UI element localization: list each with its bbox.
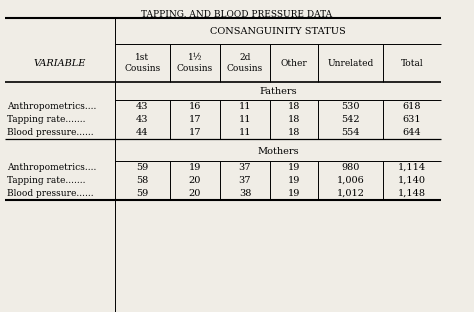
Text: Mothers: Mothers: [257, 148, 299, 157]
Text: 1,012: 1,012: [337, 189, 365, 198]
Text: 16: 16: [189, 102, 201, 111]
Text: 58: 58: [137, 176, 149, 185]
Text: 1,006: 1,006: [337, 176, 365, 185]
Text: 59: 59: [137, 189, 149, 198]
Text: 37: 37: [239, 163, 251, 172]
Text: 38: 38: [239, 189, 251, 198]
Text: 11: 11: [239, 128, 251, 137]
Text: 1½
Cousins: 1½ Cousins: [177, 53, 213, 73]
Text: 20: 20: [189, 176, 201, 185]
Text: Fathers: Fathers: [259, 86, 297, 95]
Text: VARIABLE: VARIABLE: [34, 59, 86, 67]
Text: Blood pressure......: Blood pressure......: [7, 128, 94, 137]
Text: 1st
Cousins: 1st Cousins: [124, 53, 161, 73]
Text: 1,140: 1,140: [398, 176, 426, 185]
Text: 618: 618: [403, 102, 421, 111]
Text: 631: 631: [403, 115, 421, 124]
Text: 37: 37: [239, 176, 251, 185]
Text: 542: 542: [341, 115, 360, 124]
Text: 18: 18: [288, 115, 300, 124]
Text: 43: 43: [136, 102, 149, 111]
Text: 43: 43: [136, 115, 149, 124]
Text: Unrelated: Unrelated: [328, 59, 374, 67]
Text: 644: 644: [403, 128, 421, 137]
Text: 44: 44: [136, 128, 149, 137]
Text: 1,114: 1,114: [398, 163, 426, 172]
Text: 18: 18: [288, 128, 300, 137]
Text: 59: 59: [137, 163, 149, 172]
Text: Blood pressure......: Blood pressure......: [7, 189, 94, 198]
Text: 17: 17: [189, 115, 201, 124]
Text: CONSANGUINITY STATUS: CONSANGUINITY STATUS: [210, 27, 346, 37]
Text: 980: 980: [341, 163, 360, 172]
Text: TAPPING, AND BLOOD PRESSURE DATA: TAPPING, AND BLOOD PRESSURE DATA: [141, 9, 333, 18]
Text: Other: Other: [281, 59, 307, 67]
Text: 19: 19: [189, 163, 201, 172]
Text: 19: 19: [288, 163, 300, 172]
Text: Tapping rate.......: Tapping rate.......: [7, 176, 85, 185]
Text: 20: 20: [189, 189, 201, 198]
Text: 530: 530: [341, 102, 360, 111]
Text: 11: 11: [239, 102, 251, 111]
Text: Total: Total: [401, 59, 423, 67]
Text: 18: 18: [288, 102, 300, 111]
Text: 2d
Cousins: 2d Cousins: [227, 53, 263, 73]
Text: 17: 17: [189, 128, 201, 137]
Text: Anthropometrics....: Anthropometrics....: [7, 163, 96, 172]
Text: 554: 554: [341, 128, 360, 137]
Text: 1,148: 1,148: [398, 189, 426, 198]
Text: 19: 19: [288, 189, 300, 198]
Text: 19: 19: [288, 176, 300, 185]
Text: 11: 11: [239, 115, 251, 124]
Text: Anthropometrics....: Anthropometrics....: [7, 102, 96, 111]
Text: Tapping rate.......: Tapping rate.......: [7, 115, 85, 124]
